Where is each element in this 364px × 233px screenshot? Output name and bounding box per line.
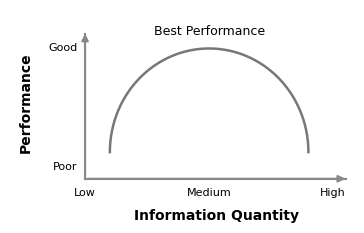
Text: Low: Low	[74, 188, 96, 198]
Text: Medium: Medium	[187, 188, 232, 198]
Text: Performance: Performance	[19, 52, 32, 153]
Text: Good: Good	[48, 44, 78, 53]
Text: Information Quantity: Information Quantity	[134, 209, 299, 223]
Text: High: High	[320, 188, 346, 198]
Text: Poor: Poor	[53, 162, 78, 172]
Text: Best Performance: Best Performance	[154, 25, 265, 38]
